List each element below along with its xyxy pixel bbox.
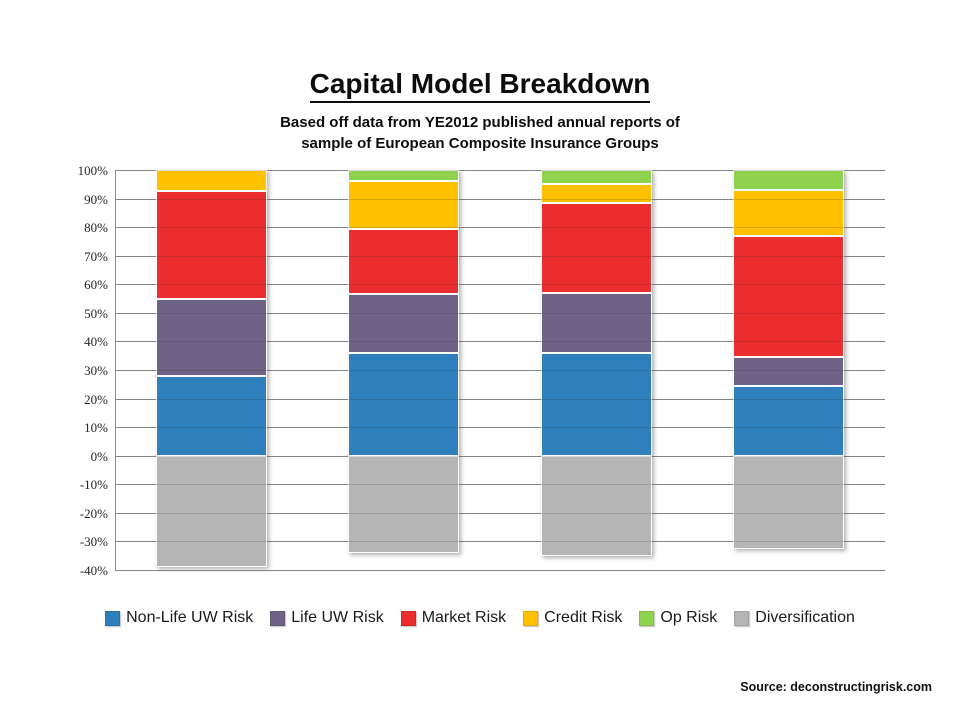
gridline bbox=[115, 170, 885, 171]
bar bbox=[733, 170, 845, 570]
bar-segment-market-risk bbox=[733, 235, 845, 358]
bar-segment-market-risk bbox=[155, 191, 267, 299]
bar-segment-life-uw-risk bbox=[155, 298, 267, 376]
gridline-overlay bbox=[115, 341, 885, 343]
legend-item-life-uw-risk: Life UW Risk bbox=[270, 609, 384, 627]
gridline bbox=[115, 455, 885, 457]
gridline bbox=[115, 427, 885, 429]
bar-segment-non-life-uw-risk bbox=[540, 352, 652, 456]
gridline-overlay bbox=[115, 198, 885, 200]
chart-title: Capital Model Breakdown bbox=[309, 68, 651, 103]
bar-segment-market-risk bbox=[540, 202, 652, 293]
y-axis-tick-label: 60% bbox=[84, 277, 108, 293]
y-axis-tick-label: 40% bbox=[84, 334, 108, 350]
gridline bbox=[115, 484, 885, 486]
legend-item-market-risk: Market Risk bbox=[400, 609, 507, 627]
gridline-overlay bbox=[115, 227, 885, 229]
bar-segment-credit-risk bbox=[733, 190, 845, 236]
y-axis-tick-label: -20% bbox=[79, 505, 108, 521]
y-axis-tick-label: 80% bbox=[84, 220, 108, 236]
gridline-overlay bbox=[115, 541, 885, 543]
y-axis-tick-label: 30% bbox=[84, 363, 108, 378]
gridline-overlay bbox=[115, 484, 885, 486]
y-axis-tick-label: 10% bbox=[84, 420, 108, 436]
gridline-overlay bbox=[115, 512, 885, 514]
bar-segment-credit-risk bbox=[155, 170, 267, 192]
bar bbox=[540, 170, 652, 570]
gridline bbox=[115, 370, 885, 371]
y-axis-tick-label: 90% bbox=[84, 191, 108, 207]
gridline bbox=[115, 541, 885, 543]
bar-segment-op-risk bbox=[348, 170, 460, 182]
legend-label: Op Risk bbox=[660, 609, 718, 626]
y-axis-tick-label: -30% bbox=[79, 534, 108, 550]
bar-segment-market-risk bbox=[348, 228, 460, 295]
legend-item-op-risk: Op Risk bbox=[639, 609, 717, 627]
legend-item-diversification: Diversification bbox=[734, 609, 855, 627]
bar-segment-diversification bbox=[540, 455, 652, 556]
gridline bbox=[115, 227, 885, 229]
bar-segment-non-life-uw-risk bbox=[348, 352, 460, 456]
legend-label: Non-Life UW Risk bbox=[126, 609, 254, 626]
chart-subtitle: Based off data from YE2012 published ann… bbox=[0, 112, 960, 154]
source-note: Source: deconstructingrisk.com bbox=[740, 680, 932, 694]
gridline-overlay bbox=[115, 427, 885, 429]
legend-label: Market Risk bbox=[421, 609, 507, 626]
gridline bbox=[115, 341, 885, 343]
gridline-overlay bbox=[115, 398, 885, 400]
legend-swatch-icon bbox=[400, 610, 416, 626]
bar-segment-non-life-uw-risk bbox=[733, 385, 845, 456]
chart-header: Capital Model Breakdown Based off data f… bbox=[0, 68, 960, 154]
bar-segment-diversification bbox=[155, 455, 267, 568]
gridline bbox=[115, 255, 885, 257]
bar-segment-life-uw-risk bbox=[733, 357, 845, 386]
legend-label: Life UW Risk bbox=[291, 609, 384, 626]
legend: Non-Life UW Risk Life UW Risk Market Risk C… bbox=[0, 601, 960, 635]
bar-segment-diversification bbox=[348, 455, 460, 553]
bar-segment-diversification bbox=[733, 455, 845, 549]
y-axis-tick-label: 70% bbox=[84, 248, 108, 264]
bar-segment-op-risk bbox=[733, 170, 845, 190]
gridline-overlay bbox=[115, 455, 885, 457]
legend-item-credit-risk: Credit Risk bbox=[523, 609, 622, 627]
gridline bbox=[115, 284, 885, 286]
plot-area: 100% 90% 80% 70% 60% 50% 40% 30% 20% 10% 0% -10% -20… bbox=[78, 163, 885, 578]
bar-segment-credit-risk bbox=[540, 184, 652, 203]
y-axis-tick-label: 0% bbox=[90, 448, 108, 464]
legend-swatch-icon bbox=[105, 610, 121, 626]
chart-subtitle-line2: sample of European Composite Insurance G… bbox=[301, 135, 659, 152]
bar-segment-non-life-uw-risk bbox=[155, 375, 267, 456]
bar-segment-life-uw-risk bbox=[540, 292, 652, 353]
legend-label: Diversification bbox=[755, 609, 855, 626]
chart-subtitle-line1: Based off data from YE2012 published ann… bbox=[280, 114, 680, 131]
gridline bbox=[115, 570, 885, 571]
bar-segment-life-uw-risk bbox=[348, 294, 460, 353]
bar bbox=[348, 170, 460, 570]
gridline-overlay bbox=[115, 284, 885, 286]
y-axis-tick-label: 50% bbox=[84, 305, 108, 321]
y-axis-tick-label: -40% bbox=[79, 563, 108, 578]
gridline bbox=[115, 312, 885, 314]
gridline-overlay bbox=[115, 570, 885, 571]
legend-label: Credit Risk bbox=[544, 609, 623, 626]
gridline bbox=[115, 198, 885, 200]
gridline bbox=[115, 398, 885, 400]
legend-item-non-life-uw-risk: Non-Life UW Risk bbox=[105, 609, 253, 627]
gridline-overlay bbox=[115, 370, 885, 371]
gridline-overlay bbox=[115, 312, 885, 314]
bar bbox=[155, 170, 267, 570]
y-axis-tick-label: -10% bbox=[79, 477, 108, 493]
legend-swatch-icon bbox=[523, 610, 539, 626]
gridline-overlay bbox=[115, 170, 885, 171]
gridline-overlay bbox=[115, 255, 885, 257]
legend-swatch-icon bbox=[270, 610, 286, 626]
legend-swatch-icon bbox=[639, 610, 655, 626]
gridline bbox=[115, 512, 885, 514]
legend-swatch-icon bbox=[734, 610, 750, 626]
y-axis-tick-label: 100% bbox=[77, 163, 108, 178]
bar-segment-op-risk bbox=[540, 170, 652, 185]
y-axis-tick-label: 20% bbox=[84, 391, 108, 407]
bar-segment-credit-risk bbox=[348, 181, 460, 229]
